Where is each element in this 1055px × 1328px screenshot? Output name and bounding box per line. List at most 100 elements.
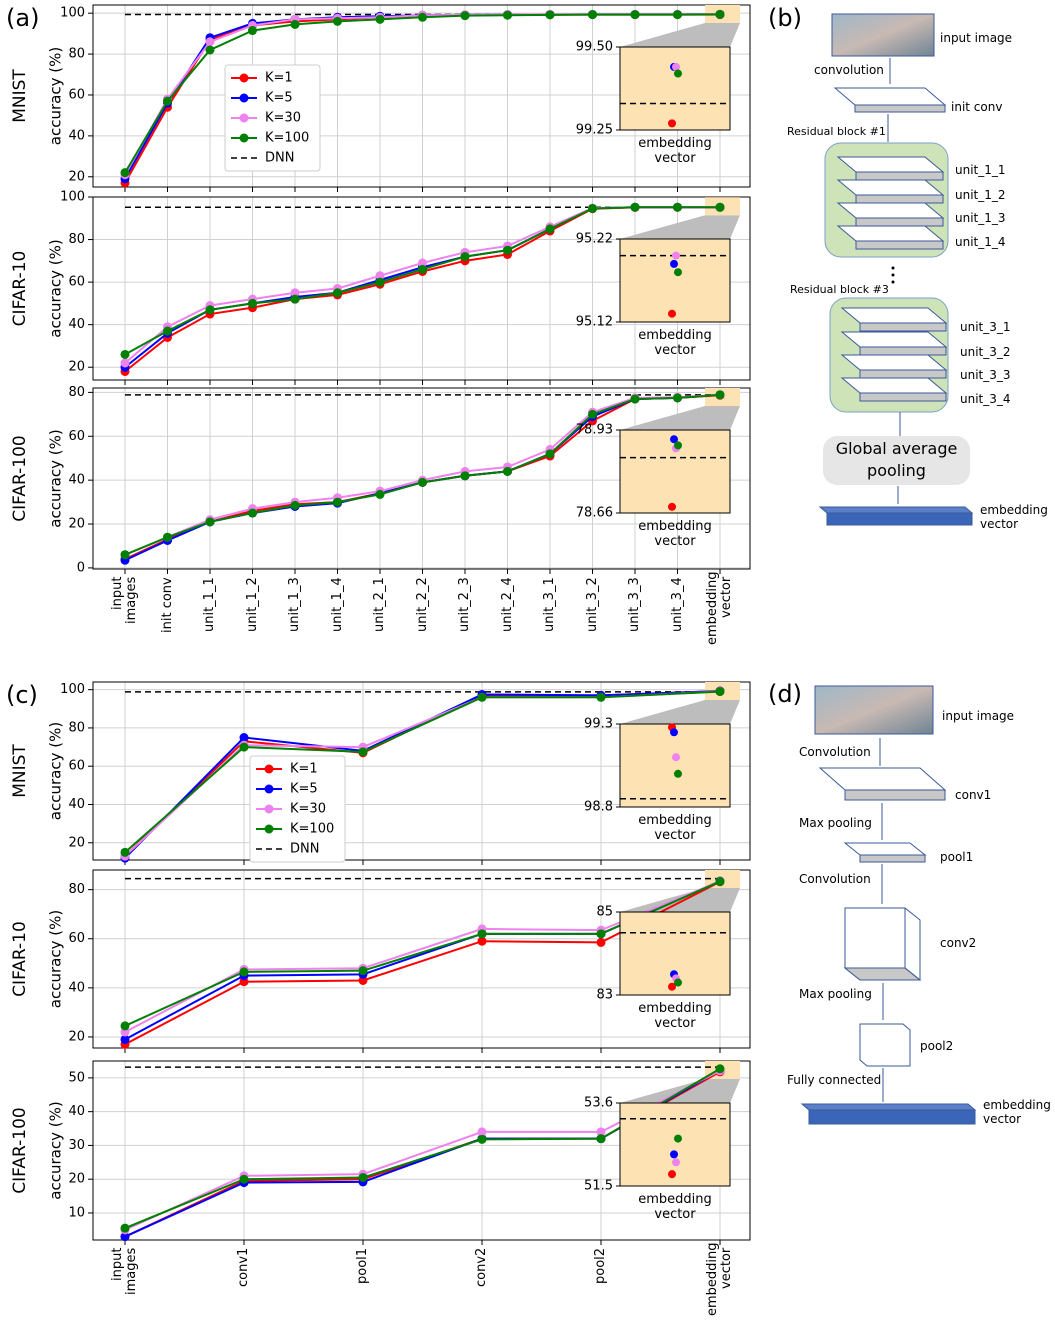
inset-tick-label: 99.3: [584, 717, 613, 732]
legend-label: K=100: [290, 822, 334, 837]
label: Fully connected: [787, 1073, 882, 1087]
point: [163, 532, 172, 542]
point: [358, 966, 368, 976]
edge: [904, 967, 921, 981]
plate: [854, 104, 946, 113]
point: [239, 733, 249, 743]
inset-tick-label: 78.93: [576, 423, 613, 438]
point: [205, 517, 215, 527]
plot-frame: [92, 681, 751, 861]
dataset-label: CIFAR-10: [10, 921, 30, 997]
inset-point: [672, 62, 680, 71]
point: [239, 967, 249, 977]
point: [290, 294, 300, 304]
point: [358, 747, 368, 757]
inset-point: [668, 1170, 676, 1179]
inset-point: [668, 119, 676, 128]
point: [715, 687, 725, 697]
y-tick-label: 40: [68, 473, 85, 488]
point: [120, 1021, 130, 1031]
point: [333, 288, 342, 298]
point: [545, 449, 555, 459]
point: [545, 10, 555, 20]
point: [205, 37, 215, 47]
label: unit_1_1: [955, 163, 1006, 177]
y-tick-label: 40: [68, 128, 85, 143]
point: [588, 203, 597, 213]
inset-point: [670, 728, 678, 737]
embedding-bar: [818, 506, 974, 514]
legend-marker: [239, 73, 249, 83]
inset-x-label: embedding vector: [638, 328, 712, 358]
x-tick-label: input images: [110, 1248, 139, 1296]
zoom-connector: [620, 215, 740, 239]
label: Max pooling: [799, 816, 872, 830]
y-tick-label: 80: [68, 882, 85, 897]
label: input image: [940, 31, 1013, 45]
plot-frame: [92, 387, 751, 570]
plot-frame: [92, 869, 751, 1049]
inset-x-label: embedding vector: [638, 519, 712, 549]
y-tick-label: 40: [68, 317, 85, 332]
y-tick-label: 20: [68, 835, 85, 850]
label: unit_1_2: [955, 188, 1006, 202]
panel-label: (d): [768, 680, 802, 708]
label: Residual block #3: [790, 283, 889, 296]
y-axis-label: accuracy (%): [47, 910, 65, 1008]
y-tick-label: 50: [68, 1070, 85, 1085]
point: [673, 10, 682, 20]
input-image: [831, 13, 935, 57]
inset-point: [674, 268, 682, 277]
diagram-b: [818, 13, 974, 526]
y-axis-label: accuracy (%): [47, 239, 65, 337]
x-tick-label: pool1: [355, 1248, 370, 1285]
x-tick-label: unit_2_1: [372, 577, 387, 632]
panel-label: (c): [6, 681, 38, 709]
y-tick-label: 100: [60, 682, 85, 697]
inset-tick-label: 78.66: [576, 506, 613, 521]
point: [588, 10, 597, 20]
inset-point: [672, 251, 680, 260]
point: [163, 326, 172, 336]
label: init conv: [951, 100, 1003, 114]
series-line: [124, 690, 721, 854]
point: [290, 500, 300, 510]
dataset-label: CIFAR-10: [10, 251, 30, 327]
conv1: [844, 789, 946, 801]
label: input image: [942, 709, 1015, 723]
legend-label: K=1: [290, 762, 318, 777]
label: unit_3_3: [960, 368, 1011, 382]
diagram-d: [800, 685, 977, 1125]
inset-tick-label: 51.5: [584, 1179, 613, 1194]
x-tick-label: embedding vector: [705, 571, 734, 645]
y-tick-label: 60: [68, 429, 85, 444]
plot-frame: [92, 196, 751, 381]
inset-point: [674, 69, 682, 78]
inset-point: [668, 502, 676, 511]
point: [120, 550, 130, 560]
x-tick-label: unit_2_4: [499, 577, 515, 632]
conv1: [818, 767, 947, 791]
point: [375, 489, 385, 499]
y-tick-label: 40: [68, 1104, 85, 1119]
inset-point: [674, 978, 682, 987]
point: [333, 16, 342, 26]
y-tick-label: 40: [68, 980, 85, 995]
point: [673, 202, 682, 212]
x-tick-label: unit_2_3: [457, 577, 472, 632]
inset-tick-label: 98.8: [584, 800, 613, 815]
dataset-label: CIFAR-100: [10, 435, 30, 521]
y-tick-label: 80: [68, 47, 85, 62]
point: [375, 271, 385, 281]
x-tick-label: embedding vector: [705, 1242, 734, 1316]
point: [418, 258, 427, 268]
legend-marker: [239, 113, 249, 123]
y-tick-label: 100: [60, 190, 85, 205]
embedding-bar: [826, 512, 973, 526]
y-tick-label: 20: [68, 1172, 85, 1187]
x-tick-label: input images: [110, 577, 139, 625]
x-tick-label: conv1: [236, 1248, 251, 1288]
y-tick-label: 20: [68, 1029, 85, 1044]
point: [248, 26, 257, 36]
